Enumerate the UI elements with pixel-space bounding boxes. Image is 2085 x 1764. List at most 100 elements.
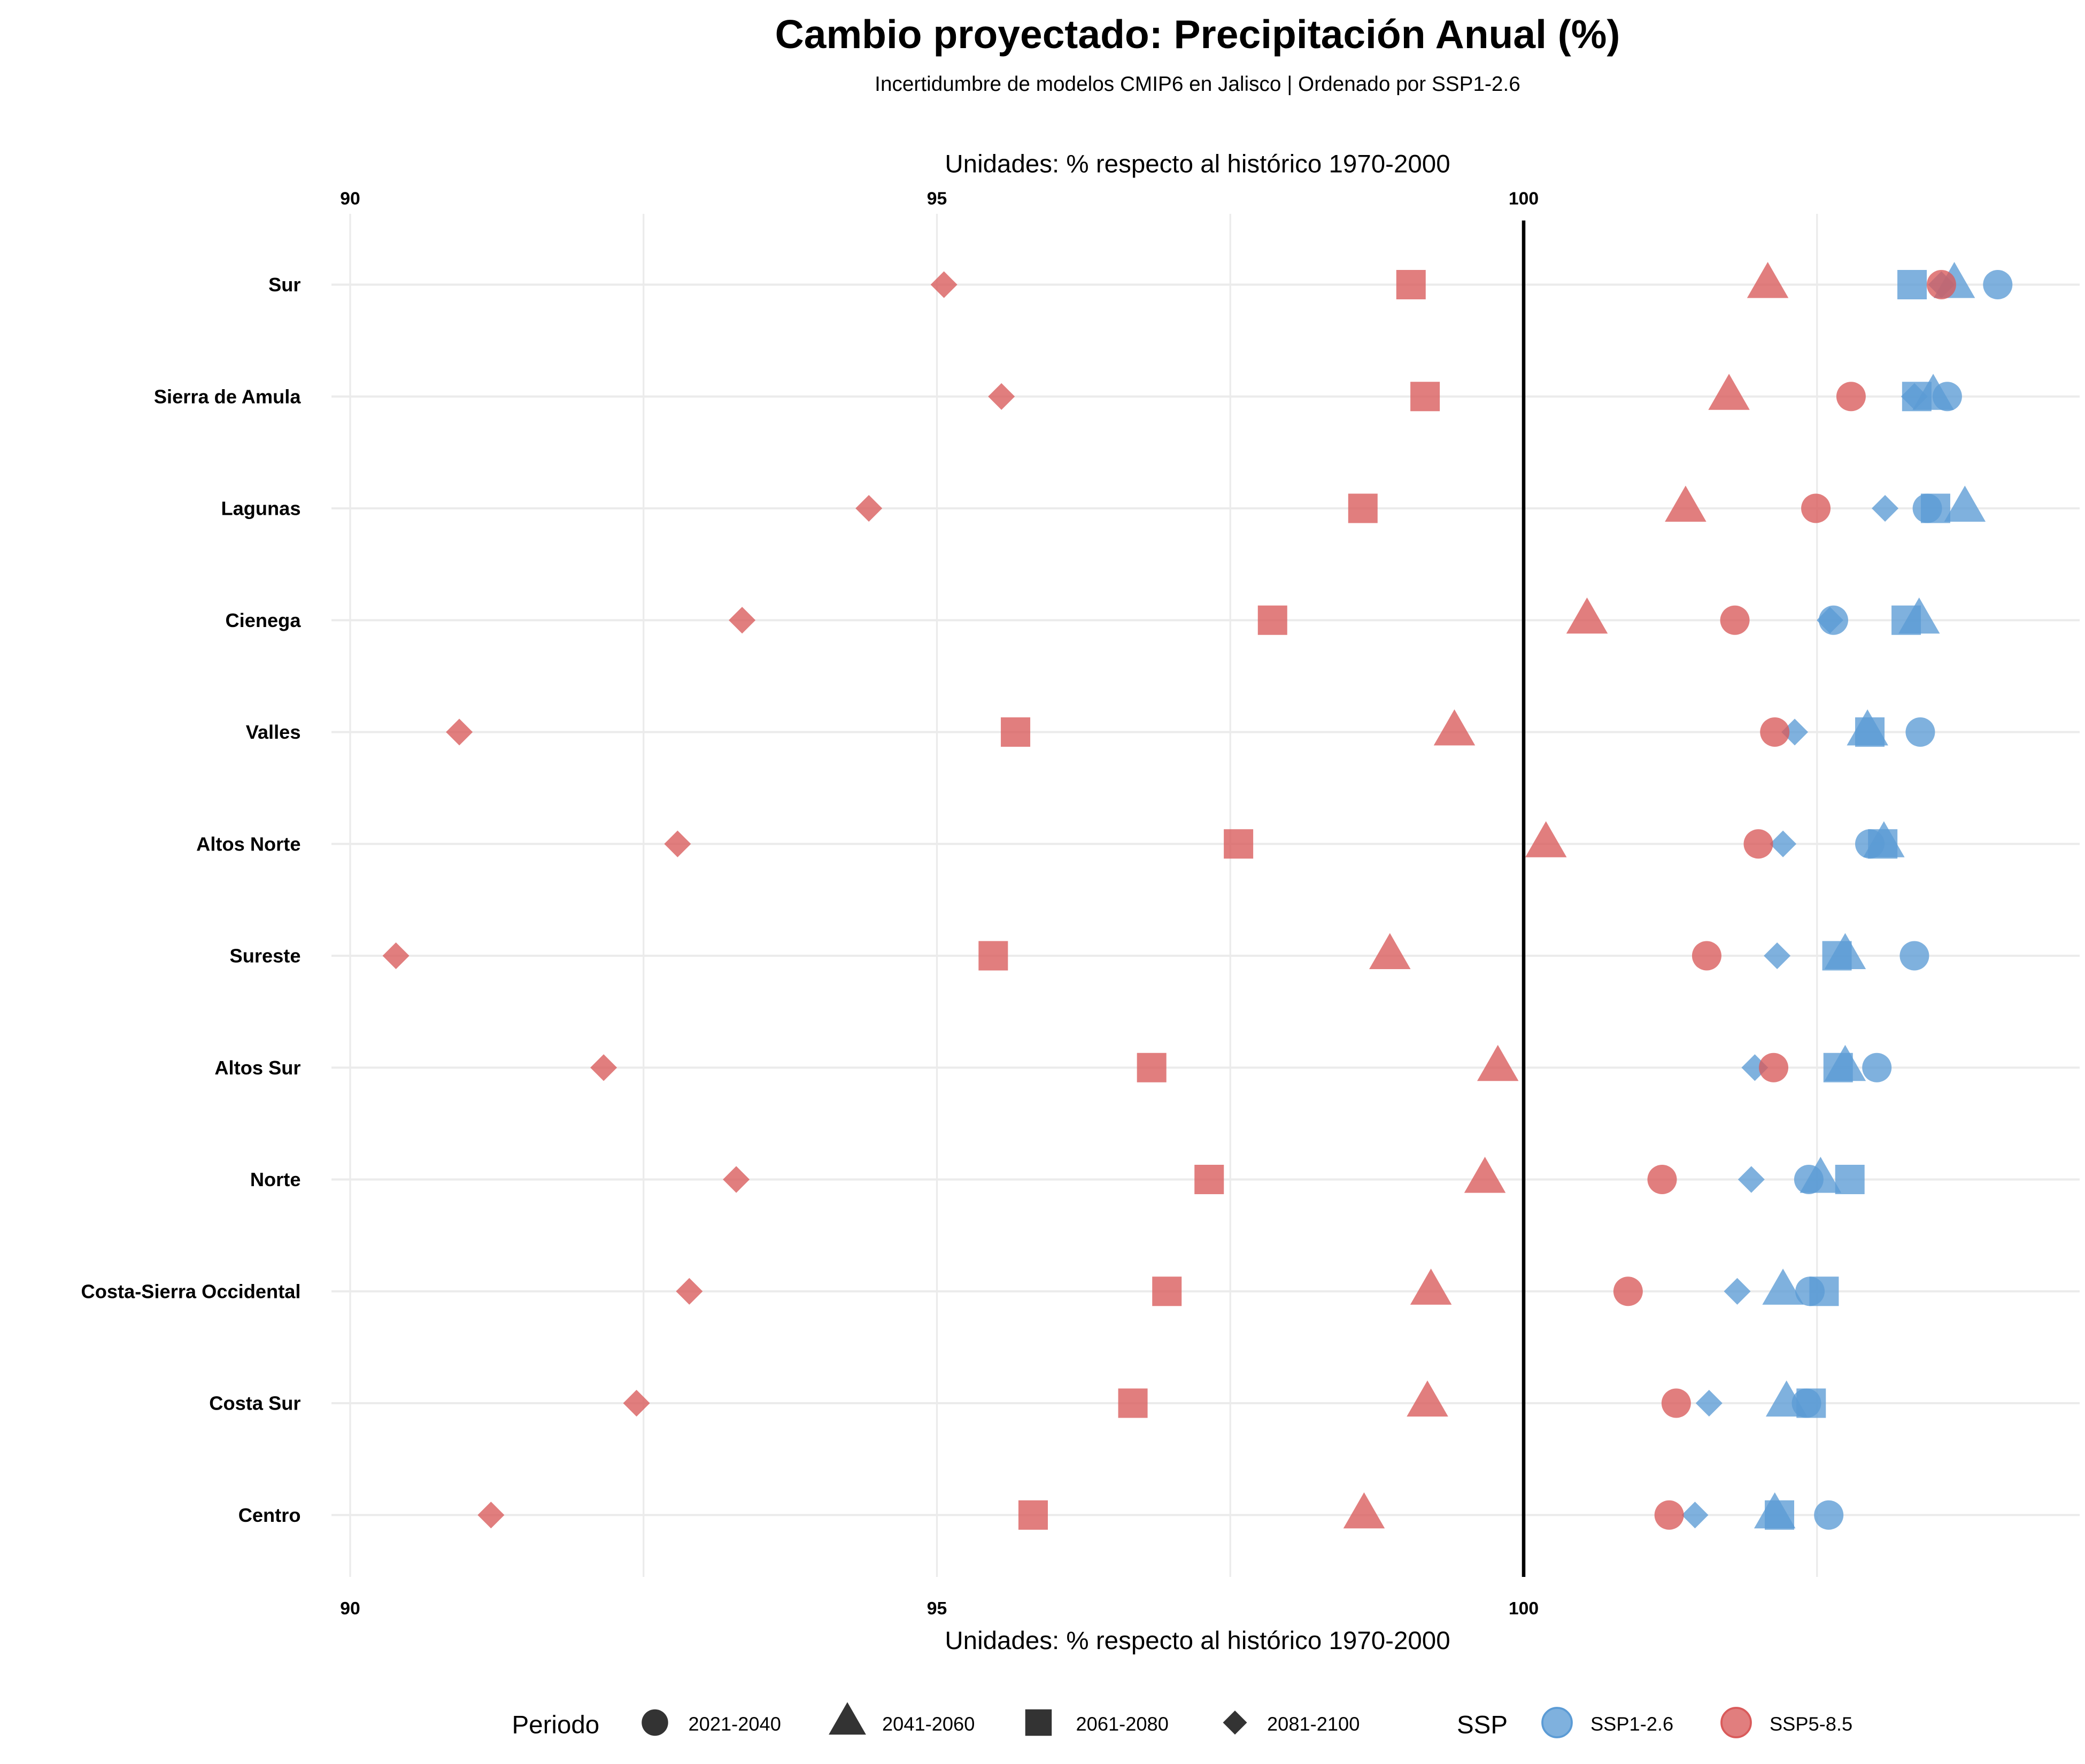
point-ssp1-2-6-2061-2080 (1835, 1165, 1865, 1194)
point-ssp5-8-5-2021-2040 (1926, 270, 1956, 299)
point-ssp1-2-6-2041-2060 (1944, 485, 1986, 522)
point-ssp1-2-6-2061-2080 (1823, 1053, 1853, 1082)
point-ssp5-8-5-2041-2060 (1343, 1492, 1385, 1529)
point-ssp1-2-6-2081-2100 (1724, 1278, 1751, 1305)
point-ssp5-8-5-2041-2060 (1665, 485, 1706, 522)
point-ssp5-8-5-2061-2080 (1001, 717, 1031, 747)
point-ssp5-8-5-2081-2100 (930, 271, 957, 298)
legend-period-title: Periodo (512, 1711, 600, 1739)
point-ssp1-2-6-2061-2080 (1855, 717, 1885, 747)
point-ssp5-8-5-2081-2100 (477, 1502, 505, 1529)
point-ssp1-2-6-2081-2100 (1872, 495, 1899, 522)
category-label: Costa-Sierra Occidental (81, 1280, 301, 1302)
x-tick-label-top: 90 (340, 189, 360, 209)
legend-key-square-icon (1025, 1709, 1052, 1736)
point-ssp1-2-6-2081-2100 (1695, 1390, 1723, 1417)
category-label: Sur (268, 274, 300, 296)
y-category-labels: Sur Sierra de Amula Lagunas Cienega Valles Al… (81, 274, 302, 1526)
point-ssp1-2-6-2061-2080 (1897, 270, 1927, 299)
point-ssp5-8-5-2041-2060 (1477, 1045, 1519, 1081)
point-ssp5-8-5-2081-2100 (623, 1390, 650, 1417)
point-ssp5-8-5-2041-2060 (1464, 1157, 1506, 1193)
point-ssp5-8-5-2021-2040 (1613, 1276, 1643, 1306)
point-ssp1-2-6-2021-2040 (1899, 941, 1929, 971)
point-ssp5-8-5-2061-2080 (1348, 493, 1378, 523)
category-label: Lagunas (221, 498, 300, 520)
point-ssp5-8-5-2021-2040 (1801, 493, 1831, 523)
point-ssp5-8-5-2081-2100 (988, 383, 1015, 410)
point-ssp1-2-6-2081-2100 (1681, 1502, 1709, 1529)
category-label: Centro (238, 1504, 301, 1526)
point-ssp1-2-6-2081-2100 (1781, 718, 1809, 746)
point-ssp5-8-5-2041-2060 (1566, 597, 1608, 634)
legend-label-ssp1: SSP1-2.6 (1590, 1713, 1673, 1735)
point-ssp5-8-5-2081-2100 (590, 1054, 617, 1081)
point-ssp5-8-5-2041-2060 (1708, 374, 1750, 410)
point-ssp1-2-6-2061-2080 (1891, 605, 1921, 635)
legend-label-ssp5: SSP5-8.5 (1770, 1713, 1852, 1735)
chart-title: Cambio proyectado: Precipitación Anual (… (775, 12, 1620, 57)
category-label: Altos Sur (214, 1057, 300, 1079)
x-tick-label-bottom: 90 (340, 1598, 360, 1619)
point-ssp5-8-5-2061-2080 (1194, 1165, 1224, 1194)
category-label: Valles (246, 721, 301, 743)
point-ssp1-2-6-2061-2080 (1920, 493, 1950, 523)
point-ssp1-2-6-2061-2080 (1796, 1388, 1826, 1418)
point-ssp5-8-5-2021-2040 (1647, 1165, 1677, 1194)
point-ssp1-2-6-2081-2100 (1816, 607, 1843, 634)
point-ssp1-2-6-2061-2080 (1868, 829, 1898, 859)
x-axis-title-bottom: Unidades: % respecto al histórico 1970-2… (945, 1627, 1450, 1655)
point-ssp5-8-5-2041-2060 (1747, 262, 1789, 298)
point-ssp5-8-5-2061-2080 (1257, 605, 1287, 635)
point-ssp1-2-6-2041-2060 (1800, 1157, 1842, 1193)
point-ssp1-2-6-2021-2040 (1905, 717, 1935, 747)
point-ssp5-8-5-2041-2060 (1433, 709, 1476, 746)
point-ssp5-8-5-2021-2040 (1692, 941, 1721, 971)
grid (331, 214, 2080, 1577)
category-label: Sierra de Amula (154, 385, 302, 407)
category-label: Cienega (225, 609, 301, 631)
point-ssp5-8-5-2041-2060 (1410, 1268, 1452, 1305)
point-ssp5-8-5-2021-2040 (1836, 382, 1866, 412)
point-ssp5-8-5-2061-2080 (1018, 1500, 1048, 1530)
point-ssp5-8-5-2081-2100 (676, 1278, 703, 1305)
legend-key-ssp-circle-icon (1541, 1707, 1573, 1738)
point-ssp5-8-5-2041-2060 (1525, 821, 1567, 857)
point-ssp5-8-5-2061-2080 (1137, 1053, 1167, 1082)
point-ssp1-2-6-2021-2040 (1862, 1053, 1892, 1082)
category-label: Altos Norte (196, 833, 300, 855)
point-ssp5-8-5-2061-2080 (1224, 829, 1254, 859)
point-ssp5-8-5-2021-2040 (1760, 717, 1790, 747)
point-ssp5-8-5-2061-2080 (1118, 1388, 1148, 1418)
point-ssp1-2-6-2081-2100 (1738, 1166, 1765, 1193)
category-label: Sureste (230, 945, 301, 967)
category-label: Norte (250, 1169, 301, 1190)
legend-ssp-title: SSP (1457, 1711, 1508, 1739)
x-tick-label-top: 95 (927, 189, 947, 209)
point-ssp5-8-5-2081-2100 (729, 607, 756, 634)
point-ssp1-2-6-2041-2060 (1762, 1268, 1804, 1305)
x-tick-label-bottom: 100 (1509, 1598, 1539, 1619)
legend-key-circle-icon (642, 1709, 668, 1736)
point-ssp1-2-6-2061-2080 (1822, 941, 1852, 971)
legend-key-ssp-circle-icon (1720, 1707, 1752, 1738)
x-tick-label-top: 100 (1509, 189, 1539, 209)
legend-key-triangle-icon (829, 1702, 866, 1735)
x-tick-label-bottom: 95 (927, 1598, 947, 1619)
point-ssp5-8-5-2061-2080 (978, 941, 1008, 971)
point-ssp1-2-6-2081-2100 (1770, 830, 1797, 857)
x-ticks: 90 90 95 95 100 100 (340, 189, 1539, 1619)
legend-label-2061-2080: 2061-2080 (1076, 1713, 1169, 1735)
point-ssp5-8-5-2081-2100 (446, 718, 473, 746)
point-ssp5-8-5-2021-2040 (1720, 605, 1750, 635)
point-ssp5-8-5-2081-2100 (723, 1166, 750, 1193)
point-ssp1-2-6-2061-2080 (1809, 1276, 1839, 1306)
point-ssp1-2-6-2021-2040 (1983, 270, 2013, 299)
legend-label-2081-2100: 2081-2100 (1267, 1713, 1360, 1735)
legend: Periodo SSP 2021-2040 2041-2060 2061-208… (512, 1702, 1852, 1739)
point-ssp5-8-5-2061-2080 (1152, 1276, 1182, 1306)
data-points (382, 262, 2013, 1530)
point-ssp5-8-5-2081-2100 (855, 495, 883, 522)
point-ssp5-8-5-2061-2080 (1410, 382, 1440, 412)
